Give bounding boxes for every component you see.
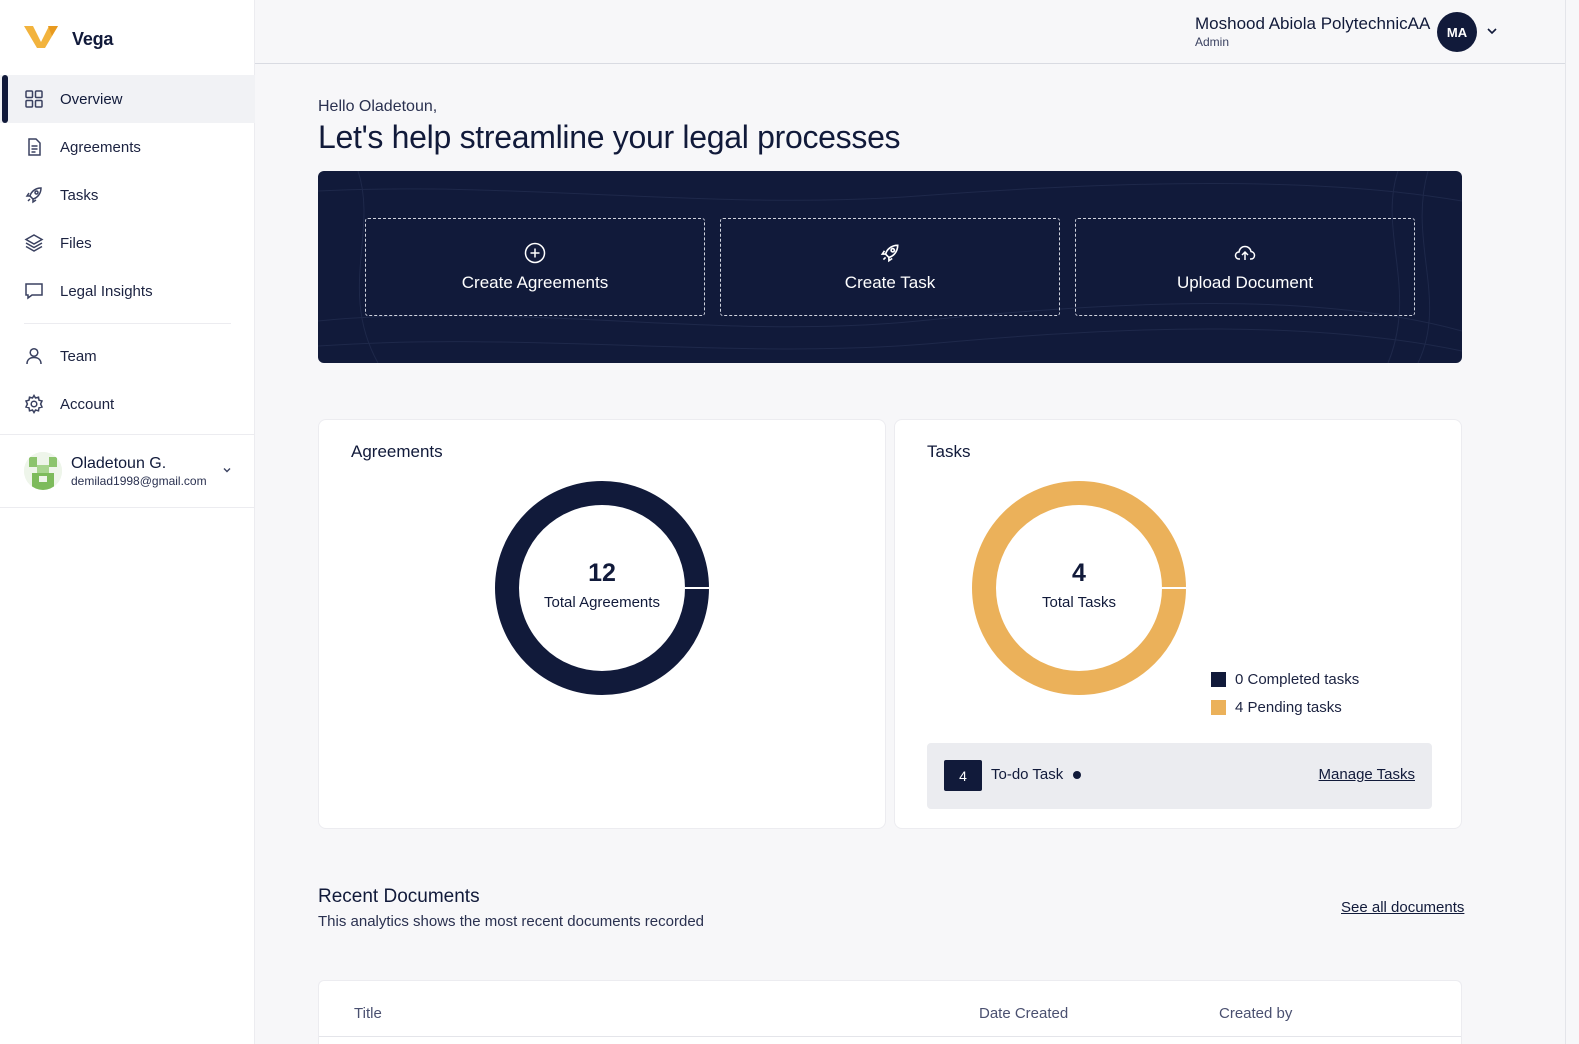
- create-agreements-button[interactable]: Create Agreements: [365, 218, 705, 316]
- column-header-title[interactable]: Title: [354, 1005, 382, 1022]
- sidebar-item-label: Account: [60, 395, 115, 413]
- action-label: Create Task: [844, 272, 936, 292]
- recent-documents-table: Title Date Created Created by: [318, 980, 1462, 1044]
- org-role: Admin: [1195, 35, 1230, 49]
- todo-task-bar: 4 To-do Task Manage Tasks: [927, 743, 1432, 809]
- sidebar-item-files[interactable]: Files: [0, 219, 255, 267]
- cloud-upload-icon: [1234, 242, 1256, 269]
- column-header-created-by[interactable]: Created by: [1219, 1005, 1293, 1022]
- sidebar-nav: Overview Agreements Tasks Files Legal In…: [0, 75, 255, 428]
- upload-document-button[interactable]: Upload Document: [1075, 218, 1415, 316]
- legend-label: 4 Pending tasks: [1235, 698, 1342, 716]
- greeting: Hello Oladetoun,: [318, 98, 438, 115]
- sidebar-item-team[interactable]: Team: [0, 332, 255, 380]
- todo-count-badge: 4: [944, 760, 982, 791]
- user-profile-menu[interactable]: Oladetoun G. demilad1998@gmail.com: [0, 434, 255, 508]
- tasks-total: 4: [1072, 559, 1086, 587]
- chevron-down-icon[interactable]: [1485, 24, 1499, 43]
- scrollbar[interactable]: [1565, 0, 1579, 1044]
- agreements-card: Agreements 12 Total Agreements: [318, 419, 886, 829]
- legend-swatch: [1211, 699, 1226, 715]
- donut-center: 4 Total Tasks: [979, 559, 1179, 611]
- user-email: demilad1998@gmail.com: [71, 473, 207, 488]
- org-info[interactable]: Moshood Abiola PolytechnicAA Admin: [1195, 14, 1430, 49]
- donut-center: 12 Total Agreements: [502, 559, 702, 611]
- tasks-legend: 0 Completed tasks 4 Pending tasks: [1211, 665, 1359, 721]
- agreements-donut-chart: [495, 481, 709, 695]
- legend-item-pending: 4 Pending tasks: [1211, 693, 1359, 721]
- recent-documents-subtitle: This analytics shows the most recent doc…: [318, 913, 705, 930]
- card-title: Tasks: [927, 442, 971, 461]
- user-icon: [24, 346, 44, 366]
- org-avatar[interactable]: MA: [1437, 12, 1477, 52]
- chevron-down-icon: [222, 465, 232, 477]
- tasks-total-label: Total Tasks: [1042, 594, 1116, 611]
- layers-icon: [24, 233, 44, 253]
- gear-icon: [24, 394, 44, 414]
- wave-pattern: [318, 171, 1462, 363]
- todo-label: To-do Task: [991, 766, 1064, 783]
- recent-documents-title: Recent Documents: [318, 886, 480, 907]
- brand-name: Vega: [72, 29, 114, 49]
- sidebar-item-label: Team: [60, 347, 97, 365]
- sidebar-item-label: Tasks: [60, 186, 99, 204]
- user-name: Oladetoun G.: [71, 454, 167, 472]
- card-title: Agreements: [351, 442, 443, 461]
- org-name: Moshood Abiola PolytechnicAA: [1195, 14, 1431, 33]
- agreements-total: 12: [588, 559, 616, 587]
- action-label: Create Agreements: [461, 272, 609, 292]
- document-icon: [24, 137, 44, 157]
- sidebar: Vega Overview Agreements Tasks Files: [0, 0, 255, 1044]
- sidebar-item-label: Files: [60, 234, 92, 252]
- status-dot: [1073, 771, 1081, 779]
- see-all-documents-link[interactable]: See all documents: [1341, 899, 1465, 916]
- sidebar-item-label: Legal Insights: [60, 282, 153, 300]
- manage-tasks-link[interactable]: Manage Tasks: [1318, 766, 1415, 783]
- sidebar-item-agreements[interactable]: Agreements: [0, 123, 255, 171]
- top-bar: Moshood Abiola PolytechnicAA Admin MA: [255, 0, 1565, 64]
- sidebar-item-label: Agreements: [60, 138, 141, 156]
- sidebar-item-tasks[interactable]: Tasks: [0, 171, 255, 219]
- legend-swatch: [1211, 671, 1226, 687]
- table-divider: [319, 1036, 1461, 1037]
- vega-logo-icon: [24, 24, 60, 55]
- tasks-card: Tasks 4 Total Tasks 0 Completed tasks 4 …: [894, 419, 1462, 829]
- legend-label: 0 Completed tasks: [1235, 670, 1360, 688]
- brand[interactable]: Vega: [24, 24, 113, 55]
- action-label: Upload Document: [1176, 272, 1314, 292]
- grid-icon: [24, 89, 44, 109]
- avatar: [24, 452, 62, 490]
- chat-icon: [24, 281, 44, 301]
- nav-divider: [24, 323, 231, 324]
- sidebar-item-overview[interactable]: Overview: [0, 75, 255, 123]
- tasks-donut-chart: [972, 481, 1186, 695]
- agreements-total-label: Total Agreements: [544, 594, 660, 611]
- page-title: Let's help streamline your legal process…: [318, 119, 901, 155]
- column-header-date-created[interactable]: Date Created: [979, 1005, 1069, 1022]
- sidebar-item-label: Overview: [60, 90, 123, 108]
- rocket-icon: [879, 242, 901, 269]
- quick-actions-banner: Create Agreements Create Task Upload Doc…: [318, 171, 1462, 363]
- rocket-icon: [24, 185, 44, 205]
- plus-circle-icon: [524, 242, 546, 269]
- sidebar-item-account[interactable]: Account: [0, 380, 255, 428]
- sidebar-item-legal-insights[interactable]: Legal Insights: [0, 267, 255, 315]
- create-task-button[interactable]: Create Task: [720, 218, 1060, 316]
- legend-item-completed: 0 Completed tasks: [1211, 665, 1359, 693]
